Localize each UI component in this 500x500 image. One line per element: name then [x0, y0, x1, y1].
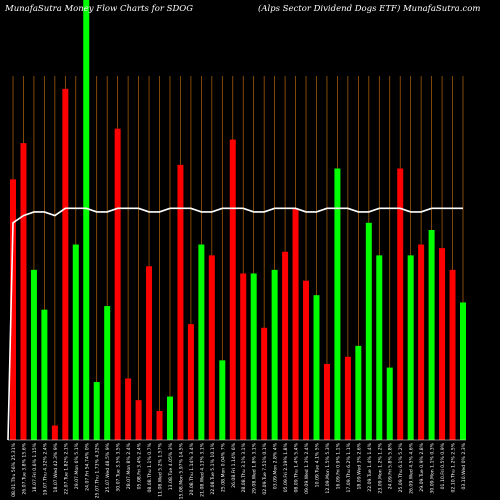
bar	[355, 345, 362, 440]
x-tick-label: 28.07.Mon 8% 2.4%	[126, 442, 132, 489]
bar	[386, 367, 393, 440]
bar	[125, 378, 132, 440]
x-tick-label: 23.09.Mon 1.2% 1.2%	[377, 442, 383, 493]
bar	[376, 255, 383, 440]
x-tick-label: 21.08.Wed 4.13% 3.1%	[199, 442, 205, 496]
bar	[428, 230, 435, 440]
x-tick-label: 08.01.Thu 56% 25.31%	[11, 442, 17, 497]
bar	[30, 269, 37, 440]
bar	[271, 269, 278, 440]
x-tick-label: 20.08.Thu 1.14% 3.4%	[189, 442, 195, 495]
bar	[187, 324, 194, 440]
bar	[397, 168, 404, 440]
x-tick-label: 11.08.Wed 5.2% 1.57%	[158, 442, 164, 496]
x-tick-label: 02.09.Tue 7.51% 0.1%	[262, 442, 268, 494]
x-tick-label: 01.10.Fri 0.5% 0.9%	[440, 442, 446, 489]
bar	[250, 273, 257, 440]
x-tick-label: 24.09.Fri 5.8% 5.8%	[388, 442, 394, 489]
x-tick-label: 08.08.Thu 1.1% 0.7%	[147, 442, 153, 492]
bar	[240, 273, 247, 440]
x-tick-label: 03.09.Mon 2.8% 4%	[273, 442, 279, 489]
x-tick-label: 25.07.Wed 48.5% 9%	[105, 442, 111, 492]
bar	[41, 309, 48, 440]
bar	[334, 168, 341, 440]
bar	[62, 88, 69, 441]
x-tick-label: 10.09.Tue 4.1% 5%	[314, 442, 320, 487]
bar	[460, 302, 466, 440]
x-tick-label: 29.08.Wed 1.8% 3.1%	[252, 442, 258, 494]
x-tick-label: 25.07.Thu 1.73% 4.32%	[95, 442, 101, 498]
x-tick-label: 18.07.Fri 0.6% 1.15%	[32, 442, 38, 492]
x-tick-label: 29.09.Tue 0.9% 2.8%	[419, 442, 425, 491]
x-tick-label: 26.07.Tue 3.8% 15.6%	[21, 442, 27, 494]
bar	[323, 363, 330, 440]
x-tick-label: 16.09.Fri 0.9% 1.1%	[335, 442, 341, 489]
x-tick-label: 30.07.Tue 3.5% 3.5%	[116, 442, 122, 491]
x-tick-label: 02.10.Thu 1.2% 2.5%	[451, 442, 457, 492]
x-tick-label: 24.07.Fri 54.74% 0%	[84, 442, 90, 490]
x-tick-label: 26.09.Wed 4.5% 4.6%	[409, 442, 415, 494]
bar	[208, 255, 215, 440]
x-tick-label: 12.09.Mon 1.5% 5.3%	[325, 442, 331, 493]
bar	[51, 425, 58, 440]
money-flow-line	[7, 207, 463, 441]
bar	[439, 248, 446, 440]
x-tick-label: 30.09.Mon 1.1% 0.3%	[430, 442, 436, 493]
bar	[418, 244, 425, 440]
x-tick-label: 13.08.Tue 4.05% 3%	[168, 442, 174, 490]
bar	[365, 222, 372, 440]
x-tick-label: 19.07.Thu 4.32% 2.4%	[42, 442, 48, 495]
bar	[313, 295, 320, 440]
x-tick-label: 25.08.Mon 0.04% 7%	[220, 442, 226, 492]
x-tick-label: 22.07.Tue 1.82% 2.1%	[63, 442, 69, 494]
bar	[198, 244, 205, 440]
x-tick-label: 15.08.Mon 5.97% 14.5%	[178, 442, 184, 499]
bar	[93, 382, 100, 440]
x-tick-label: 17.09.Thu 6.2% 1.1%	[346, 442, 352, 492]
x-tick-label: 05.08.Fri 3.4% 2.4%	[137, 442, 143, 489]
x-tick-label: 29.07.Mon 6% 5.1%	[74, 442, 80, 489]
chart-title-left: MunafaSutra Money Flow Charts for SDOG	[4, 4, 193, 14]
bar	[10, 179, 16, 441]
bar	[292, 208, 299, 440]
x-tick-label: 18.09.Wed 3% 2.6%	[356, 442, 362, 489]
bar	[344, 356, 351, 440]
bar	[156, 411, 163, 440]
bar	[261, 327, 268, 440]
x-tick-label: 26.08.Fri 1.14% 6%	[231, 442, 237, 488]
bar	[20, 143, 27, 440]
x-tick-label: 25.09.Thu 6.1% 5.2%	[398, 442, 404, 492]
x-tick-label: 08.09.Thu 1.4% 5.4%	[294, 442, 300, 492]
chart-title-right: (Alps Sector Dividend Dogs ETF) MunafaSu…	[258, 3, 480, 14]
bar	[449, 269, 456, 440]
x-tick-label: 09.09.Wed 1.3% 2.4%	[304, 442, 310, 494]
bar	[407, 255, 414, 440]
x-tick-label: 03.10.Wed 0% 2.3%	[461, 442, 467, 489]
x-tick-label: 05.09.Fri 2.19% 1.8%	[283, 442, 289, 492]
x-tick-label: 28.08.Thu 3.1% 3.1%	[241, 442, 247, 492]
bar	[303, 280, 310, 440]
bar	[135, 400, 142, 440]
bar	[282, 251, 289, 440]
x-tick-label: 22.08.Tue 5.1% 10.1%	[210, 442, 216, 494]
x-tick-label: 22.09.Tue 1.4% 1.4%	[367, 442, 373, 491]
bar	[83, 0, 90, 440]
bar-series	[10, 0, 466, 441]
bar	[219, 360, 226, 440]
x-tick-label: 18.07.Wed 42.3% 9%	[53, 442, 59, 492]
bar	[114, 128, 121, 440]
bar	[177, 164, 184, 440]
bar	[229, 139, 236, 441]
x-tick-labels: 08.01.Thu 56% 25.31% 26.07.Tue 3.8% 15.6%…	[11, 442, 467, 499]
bar	[146, 266, 153, 440]
bar	[72, 244, 79, 440]
bar	[104, 306, 111, 440]
bar	[166, 396, 173, 440]
